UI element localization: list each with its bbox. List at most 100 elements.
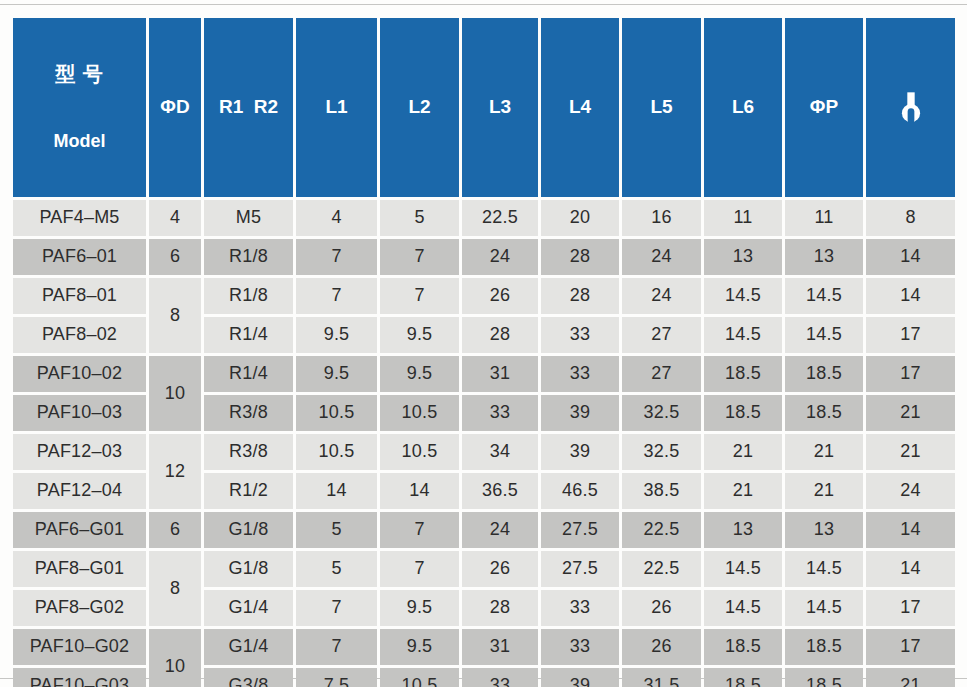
wrench-size-cell: 8: [866, 200, 955, 236]
table-body: PAF4–M54M54522.5201611118PAF6–016R1/8772…: [13, 200, 955, 687]
wrench-size-cell: 14: [866, 512, 955, 548]
wrench-size-cell: 24: [866, 473, 955, 509]
l5-cell: 16: [622, 200, 701, 236]
table-row: PAF12–0312R3/810.510.5343932.5212121: [13, 434, 955, 470]
l3-cell: 34: [462, 434, 538, 470]
phi-p-cell: 14.5: [785, 551, 863, 587]
l1-cell: 5: [296, 512, 377, 548]
l1-cell: 10.5: [296, 434, 377, 470]
header-model-zh: 型 号: [13, 62, 146, 87]
thread-cell: R1/4: [204, 356, 293, 392]
l1-cell: 9.5: [296, 317, 377, 353]
l4-cell: 33: [541, 317, 619, 353]
header-row: 型 号 Model ΦD R1 R2 L1 L2 L3 L4 L5 L6 ΦP: [13, 18, 955, 197]
wrench-size-cell: 17: [866, 629, 955, 665]
l5-cell: 31.5: [622, 668, 701, 687]
table-row: PAF6–G016G1/8572427.522.5131314: [13, 512, 955, 548]
l2-cell: 9.5: [380, 317, 459, 353]
l4-cell: 33: [541, 590, 619, 626]
l6-cell: 14.5: [704, 278, 782, 314]
thread-cell: R1/8: [204, 278, 293, 314]
phi-p-cell: 18.5: [785, 356, 863, 392]
l1-cell: 7: [296, 590, 377, 626]
l1-cell: 7: [296, 629, 377, 665]
header-l5: L5: [622, 18, 701, 197]
thread-cell: R3/8: [204, 395, 293, 431]
model-cell: PAF10–02: [13, 356, 146, 392]
table-row: PAF8–G018G1/8572627.522.514.514.514: [13, 551, 955, 587]
l2-cell: 9.5: [380, 629, 459, 665]
header-l6: L6: [704, 18, 782, 197]
wrench-size-cell: 14: [866, 239, 955, 275]
l1-cell: 7: [296, 239, 377, 275]
table-row: PAF4–M54M54522.5201611118: [13, 200, 955, 236]
l6-cell: 18.5: [704, 668, 782, 687]
l5-cell: 24: [622, 239, 701, 275]
wrench-icon: [898, 92, 924, 123]
model-cell: PAF6–G01: [13, 512, 146, 548]
l6-cell: 14.5: [704, 551, 782, 587]
header-phi-d: ΦD: [149, 18, 201, 197]
l1-cell: 5: [296, 551, 377, 587]
l4-cell: 39: [541, 434, 619, 470]
wrench-size-cell: 17: [866, 590, 955, 626]
thread-cell: G1/4: [204, 590, 293, 626]
model-cell: PAF10–03: [13, 395, 146, 431]
l6-cell: 18.5: [704, 356, 782, 392]
thread-cell: G3/8: [204, 668, 293, 687]
l6-cell: 21: [704, 473, 782, 509]
l4-cell: 27.5: [541, 512, 619, 548]
l1-cell: 4: [296, 200, 377, 236]
model-cell: PAF8–G01: [13, 551, 146, 587]
table-row: PAF10–0210R1/49.59.531332718.518.517: [13, 356, 955, 392]
table-row: PAF10–G0210G1/479.531332618.518.517: [13, 629, 955, 665]
header-phi-p: ΦP: [785, 18, 863, 197]
l4-cell: 46.5: [541, 473, 619, 509]
l6-cell: 13: [704, 239, 782, 275]
wrench-size-cell: 17: [866, 356, 955, 392]
phi-p-cell: 18.5: [785, 629, 863, 665]
l6-cell: 14.5: [704, 317, 782, 353]
l2-cell: 10.5: [380, 434, 459, 470]
l5-cell: 32.5: [622, 434, 701, 470]
model-cell: PAF12–03: [13, 434, 146, 470]
model-cell: PAF8–G02: [13, 590, 146, 626]
l2-cell: 7: [380, 239, 459, 275]
table-row: PAF8–018R1/87726282414.514.514: [13, 278, 955, 314]
l2-cell: 7: [380, 551, 459, 587]
thread-cell: G1/4: [204, 629, 293, 665]
model-cell: PAF12–04: [13, 473, 146, 509]
model-cell: PAF8–01: [13, 278, 146, 314]
diameter-cell: 6: [149, 239, 201, 275]
l2-cell: 5: [380, 200, 459, 236]
l3-cell: 33: [462, 668, 538, 687]
thread-cell: G1/8: [204, 512, 293, 548]
l2-cell: 7: [380, 278, 459, 314]
thread-cell: G1/8: [204, 551, 293, 587]
l5-cell: 27: [622, 317, 701, 353]
phi-p-cell: 14.5: [785, 317, 863, 353]
diameter-cell: 6: [149, 512, 201, 548]
phi-p-cell: 21: [785, 473, 863, 509]
header-wrench: [866, 18, 955, 197]
l5-cell: 32.5: [622, 395, 701, 431]
l4-cell: 39: [541, 668, 619, 687]
l2-cell: 9.5: [380, 590, 459, 626]
l5-cell: 27: [622, 356, 701, 392]
phi-p-cell: 18.5: [785, 668, 863, 687]
diameter-cell: 8: [149, 551, 201, 626]
header-l1: L1: [296, 18, 377, 197]
l3-cell: 31: [462, 629, 538, 665]
model-cell: PAF6–01: [13, 239, 146, 275]
l2-cell: 14: [380, 473, 459, 509]
spec-table: 型 号 Model ΦD R1 R2 L1 L2 L3 L4 L5 L6 ΦP …: [10, 15, 958, 687]
thread-cell: R1/8: [204, 239, 293, 275]
header-r1-r2: R1 R2: [204, 18, 293, 197]
l3-cell: 26: [462, 278, 538, 314]
l4-cell: 33: [541, 629, 619, 665]
header-model: 型 号 Model: [13, 18, 146, 197]
wrench-size-cell: 21: [866, 434, 955, 470]
model-cell: PAF8–02: [13, 317, 146, 353]
l5-cell: 22.5: [622, 551, 701, 587]
l3-cell: 28: [462, 317, 538, 353]
